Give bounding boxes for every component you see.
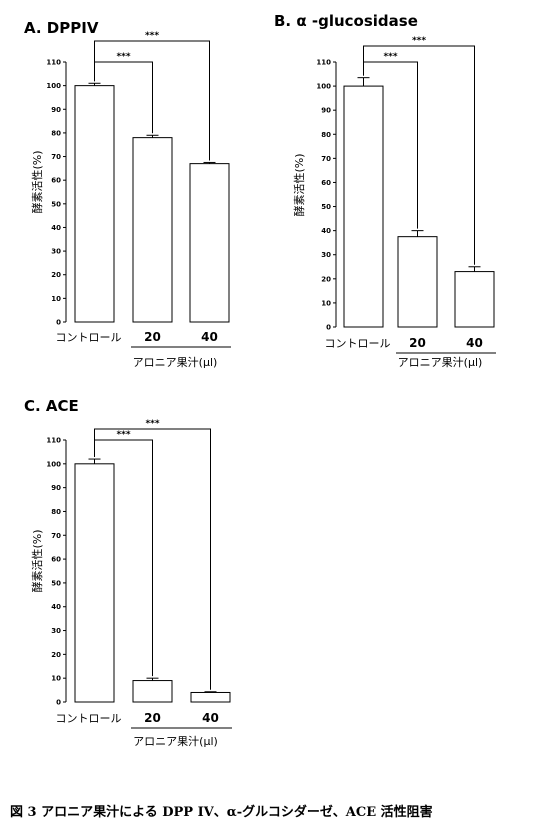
significance-bracket-a-1 bbox=[94, 40, 210, 161]
x-tick-label-c-1: 20 bbox=[144, 711, 161, 725]
y-tick-label-b-80: 80 bbox=[321, 131, 331, 139]
y-tick-label-c-0: 0 bbox=[56, 699, 61, 707]
y-tick-label-b-30: 30 bbox=[321, 251, 331, 259]
x-tick-label-a-2: 40 bbox=[201, 330, 218, 344]
y-tick-label-b-60: 60 bbox=[321, 179, 331, 187]
y-tick-label-b-110: 110 bbox=[316, 59, 331, 67]
y-tick-label-b-90: 90 bbox=[321, 107, 331, 115]
bar-b-2 bbox=[454, 271, 495, 328]
y-tick-label-c-90: 90 bbox=[51, 484, 61, 492]
chart-title-a: A. DPPIV bbox=[24, 19, 99, 37]
significance-label-b-0: *** bbox=[383, 52, 397, 62]
y-tick-label-c-100: 100 bbox=[46, 460, 61, 468]
y-tick-label-c-30: 30 bbox=[51, 627, 61, 635]
y-tick-label-c-70: 70 bbox=[51, 532, 61, 540]
x-tick-label-a-1: 20 bbox=[144, 330, 161, 344]
y-axis-label-b: 酵素活性(%) bbox=[292, 153, 306, 216]
chart-panel-c: C. ACE 0 10 20 30 40 50 60 70 80 90 100 110 酵素活性(%) コン… bbox=[24, 397, 232, 748]
y-axis-label-a: 酵素活性(%) bbox=[30, 150, 44, 213]
y-tick-label-c-10: 10 bbox=[51, 675, 61, 683]
bar-b-1 bbox=[397, 236, 438, 328]
x-tick-label-b-1: 20 bbox=[409, 336, 426, 350]
bar-c-0 bbox=[74, 463, 115, 703]
chart-panel-a: A. DPPIV 0 10 20 30 40 50 60 70 80 90 100 110 酵素活性(%)… bbox=[24, 19, 231, 369]
y-tick-label-a-90: 90 bbox=[51, 106, 61, 114]
x-tick-label-b-2: 40 bbox=[466, 336, 483, 350]
y-tick-label-b-10: 10 bbox=[321, 299, 331, 307]
y-tick-label-a-20: 20 bbox=[51, 271, 61, 279]
y-tick-label-b-100: 100 bbox=[316, 83, 331, 91]
x-axis-label-a: アロニア果汁(μl) bbox=[133, 356, 218, 369]
y-tick-label-c-110: 110 bbox=[46, 437, 61, 445]
y-tick-label-a-80: 80 bbox=[51, 129, 61, 137]
significance-bracket-c-1 bbox=[94, 428, 211, 690]
x-axis-label-b: アロニア果汁(μl) bbox=[398, 356, 483, 369]
y-tick-label-c-60: 60 bbox=[51, 556, 61, 564]
x-tick-label-c-2: 40 bbox=[202, 711, 219, 725]
y-tick-label-a-110: 110 bbox=[46, 59, 61, 67]
significance-bracket-b-1 bbox=[363, 45, 475, 265]
y-tick-label-c-20: 20 bbox=[51, 651, 61, 659]
y-tick-label-b-50: 50 bbox=[321, 203, 331, 211]
bar-c-1 bbox=[132, 680, 173, 703]
significance-label-b-1: *** bbox=[412, 36, 426, 46]
y-tick-label-a-40: 40 bbox=[51, 224, 61, 232]
y-tick-label-a-0: 0 bbox=[56, 319, 61, 327]
x-tick-label-c-0: コントロール bbox=[56, 712, 122, 725]
y-tick-label-b-20: 20 bbox=[321, 275, 331, 283]
bar-a-2 bbox=[189, 163, 230, 323]
y-tick-label-b-70: 70 bbox=[321, 155, 331, 163]
y-tick-label-a-60: 60 bbox=[51, 177, 61, 185]
y-tick-label-b-40: 40 bbox=[321, 227, 331, 235]
significance-label-a-1: *** bbox=[145, 31, 159, 41]
significance-label-a-0: *** bbox=[116, 52, 130, 62]
significance-label-c-1: *** bbox=[145, 419, 159, 429]
bar-a-1 bbox=[132, 137, 173, 323]
bar-b-0 bbox=[343, 85, 384, 328]
y-tick-label-c-40: 40 bbox=[51, 603, 61, 611]
chart-title-b: B. α -glucosidase bbox=[274, 12, 418, 30]
y-tick-label-c-80: 80 bbox=[51, 508, 61, 516]
chart-panel-b: B. α -glucosidase 0 10 20 30 40 50 60 70 80 90 100 1… bbox=[274, 12, 496, 369]
y-tick-label-c-50: 50 bbox=[51, 579, 61, 587]
y-tick-label-a-10: 10 bbox=[51, 295, 61, 303]
x-tick-label-b-0: コントロール bbox=[325, 337, 391, 350]
y-tick-label-a-70: 70 bbox=[51, 153, 61, 161]
y-axis-label-c: 酵素活性(%) bbox=[30, 529, 44, 592]
y-tick-label-a-50: 50 bbox=[51, 200, 61, 208]
x-tick-label-a-0: コントロール bbox=[56, 331, 122, 344]
x-axis-label-c: アロニア果汁(μl) bbox=[133, 735, 218, 748]
bar-a-0 bbox=[74, 85, 115, 323]
y-tick-label-a-100: 100 bbox=[46, 82, 61, 90]
y-tick-label-b-0: 0 bbox=[326, 324, 331, 332]
bar-c-2 bbox=[190, 691, 231, 703]
significance-label-c-0: *** bbox=[116, 430, 130, 440]
y-tick-label-a-30: 30 bbox=[51, 248, 61, 256]
chart-title-c: C. ACE bbox=[24, 397, 79, 415]
figure-caption: 図 3 アロニア果汁による DPP IV、α-グルコシダーゼ、ACE 活性阻害 bbox=[10, 805, 433, 820]
